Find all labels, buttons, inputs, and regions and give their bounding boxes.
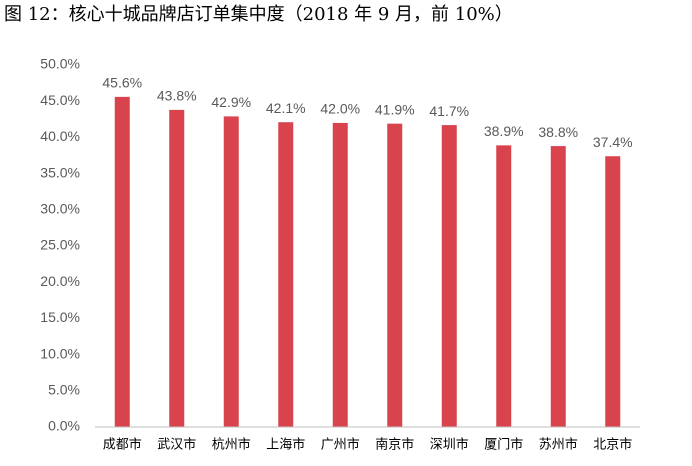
data-label: 41.7% [429, 103, 469, 119]
data-label: 42.0% [320, 101, 360, 117]
y-tick-label: 0.0% [48, 418, 80, 434]
y-tick-label: 5.0% [48, 382, 80, 398]
bar [387, 123, 403, 428]
y-tick-label: 50.0% [40, 56, 80, 72]
x-tick-label: 苏州市 [539, 437, 578, 453]
data-label: 45.6% [102, 75, 142, 91]
bar [550, 146, 566, 427]
chart-title: 图 12：核心十城品牌店订单集中度（2018 年 9 月，前 10%） [4, 4, 513, 25]
data-label: 38.8% [538, 124, 578, 140]
x-tick-label: 广州市 [321, 437, 360, 453]
bar [441, 125, 457, 427]
y-tick-label: 10.0% [40, 345, 80, 361]
data-label: 37.4% [593, 134, 633, 150]
y-tick-label: 25.0% [40, 237, 80, 253]
data-label: 43.8% [157, 88, 197, 104]
data-label: 42.1% [266, 100, 306, 116]
y-tick-label: 15.0% [40, 309, 80, 325]
bar [496, 145, 512, 427]
bar [169, 109, 185, 427]
y-tick-label: 40.0% [40, 128, 80, 144]
bar [332, 122, 348, 428]
y-tick-label: 30.0% [40, 201, 80, 217]
x-tick-label: 杭州市 [212, 437, 251, 453]
x-tick-label: 成都市 [103, 437, 142, 453]
y-tick-label: 20.0% [40, 273, 80, 289]
bar [114, 96, 130, 427]
y-tick-label: 45.0% [40, 92, 80, 108]
x-tick-label: 深圳市 [430, 437, 469, 453]
bar [605, 156, 621, 427]
x-tick-label: 厦门市 [484, 437, 523, 453]
bar [278, 122, 294, 428]
bar [223, 116, 239, 428]
x-tick-label: 武汉市 [157, 437, 196, 453]
x-tick-label: 上海市 [266, 437, 305, 453]
data-label: 42.9% [211, 94, 251, 110]
data-label: 41.9% [375, 101, 415, 117]
y-tick-label: 35.0% [40, 164, 80, 180]
x-tick-label: 南京市 [375, 437, 414, 453]
x-tick-label: 北京市 [593, 437, 632, 453]
data-label: 38.9% [484, 123, 524, 139]
